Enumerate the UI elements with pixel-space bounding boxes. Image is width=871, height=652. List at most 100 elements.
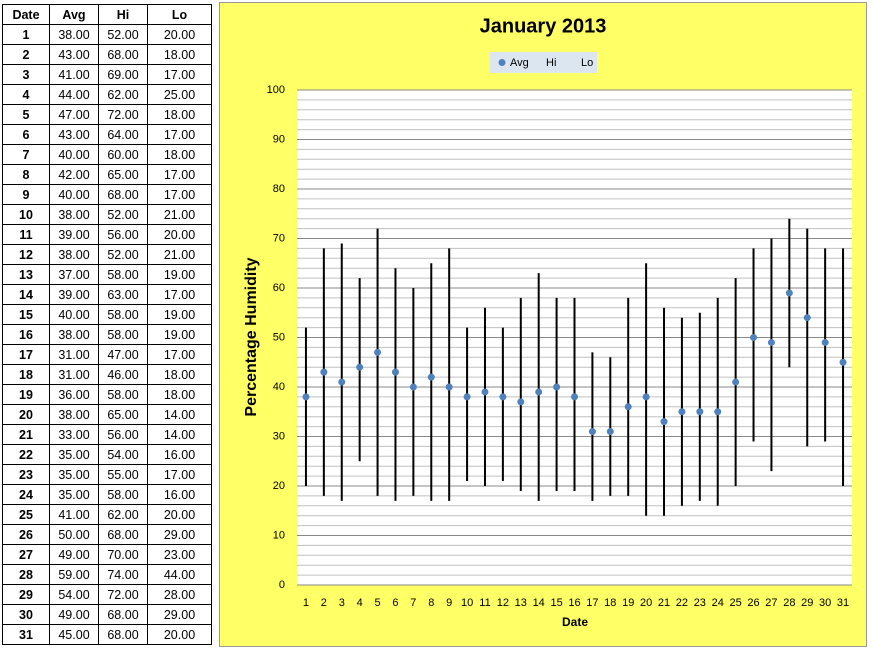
table-cell: 11 (2, 224, 50, 245)
table-cell: 19.00 (147, 324, 212, 345)
table-cell: 52.00 (98, 204, 148, 225)
table-cell: 19.00 (147, 264, 212, 285)
x-tick-label: 23 (694, 597, 706, 609)
avg-point (821, 338, 829, 346)
avg-point (481, 388, 489, 396)
x-tick-label: 22 (676, 597, 688, 609)
table-cell: 18.00 (147, 384, 212, 405)
avg-point (571, 393, 578, 401)
x-tick-label: 27 (765, 597, 777, 609)
x-tick-label: 3 (339, 597, 345, 609)
table-row: 12 38.00 52.00 21.00 (2, 244, 212, 265)
y-tick-label: 90 (273, 133, 285, 145)
x-tick-label: 24 (712, 597, 724, 609)
table-cell: 56.00 (98, 224, 148, 245)
avg-point (732, 378, 740, 386)
table-cell: 29.00 (147, 604, 212, 625)
chart-title: January 2013 (480, 15, 607, 37)
table-cell: 37.00 (49, 264, 99, 285)
table-cell: 18.00 (147, 144, 212, 165)
table-row: 21 33.00 56.00 14.00 (2, 424, 212, 445)
table-cell: 68.00 (98, 624, 148, 645)
table-row: 23 35.00 55.00 17.00 (2, 464, 212, 485)
table-row: 30 49.00 68.00 29.00 (2, 604, 212, 625)
avg-point (588, 428, 596, 436)
x-axis-label: Date (562, 615, 588, 629)
table-cell: 62.00 (98, 84, 148, 105)
table-cell: 33.00 (49, 424, 99, 445)
x-tick-label: 25 (730, 597, 742, 609)
table-cell: 42.00 (49, 164, 99, 185)
table-row: 17 31.00 47.00 17.00 (2, 344, 212, 365)
avg-point (553, 383, 561, 391)
legend (490, 52, 597, 73)
avg-point (696, 408, 704, 416)
table-cell: 41.00 (49, 504, 99, 525)
x-tick-label: 4 (357, 597, 363, 609)
legend-marker (498, 59, 506, 66)
table-row: 22 35.00 54.00 16.00 (2, 444, 212, 465)
table-cell: 63.00 (98, 284, 148, 305)
table-cell: 39.00 (49, 284, 99, 305)
table-cell: 64.00 (98, 124, 148, 145)
legend-label: Lo (581, 57, 593, 69)
table-row: 3 41.00 69.00 17.00 (2, 64, 212, 85)
x-tick-label: 7 (410, 597, 416, 609)
y-tick-label: 70 (273, 232, 285, 244)
x-tick-label: 14 (533, 597, 545, 609)
table-cell: 49.00 (49, 544, 99, 565)
table-cell: 21.00 (147, 244, 212, 265)
y-tick-label: 80 (273, 183, 285, 195)
x-tick-label: 17 (586, 597, 598, 609)
table-cell: 29 (2, 584, 50, 605)
y-tick-label: 10 (273, 529, 285, 541)
avg-point (445, 383, 453, 391)
table-cell: 43.00 (49, 44, 99, 65)
table-row: 11 39.00 56.00 20.00 (2, 224, 212, 245)
x-tick-label: 21 (658, 597, 670, 609)
avg-point (499, 393, 507, 401)
x-tick-label: 28 (783, 597, 795, 609)
legend-label: Avg (510, 57, 529, 69)
table-cell: 45.00 (49, 624, 99, 645)
x-tick-label: 19 (622, 597, 634, 609)
y-tick-label: 30 (273, 430, 285, 442)
avg-point (714, 408, 722, 416)
table-cell: 52.00 (98, 24, 148, 45)
table-cell: 68.00 (98, 184, 148, 205)
x-tick-label: 10 (461, 597, 473, 609)
table-cell: 58.00 (98, 304, 148, 325)
y-tick-label: 50 (273, 331, 285, 343)
x-tick-label: 15 (550, 597, 562, 609)
x-tick-label: 2 (321, 597, 327, 609)
avg-point (660, 418, 668, 426)
x-tick-label: 5 (375, 597, 381, 609)
x-tick-label: 31 (837, 597, 849, 609)
data-table: Date Avg Hi Lo 1 38.00 52.00 20.00 2 43.00 68.00 18… (2, 4, 212, 645)
table-cell: 41.00 (49, 64, 99, 85)
avg-point (767, 338, 775, 346)
avg-point (606, 428, 614, 436)
avg-point (785, 289, 793, 297)
avg-point (391, 368, 399, 376)
avg-point (517, 398, 525, 406)
table-cell: 72.00 (98, 104, 148, 125)
y-axis-label: Percentage Humidity (243, 257, 260, 416)
y-tick-label: 20 (273, 480, 285, 492)
avg-point (678, 408, 686, 416)
table-row: 31 45.00 68.00 20.00 (2, 624, 212, 645)
x-tick-label: 16 (568, 597, 580, 609)
x-tick-label: 8 (428, 597, 434, 609)
table-cell: 65.00 (98, 404, 148, 425)
x-tick-label: 13 (515, 597, 527, 609)
legend-label: Hi (546, 57, 556, 69)
table-row: 10 38.00 52.00 21.00 (2, 204, 212, 225)
y-tick-label: 60 (273, 282, 285, 294)
table-cell: 20.00 (147, 624, 212, 645)
table-row: 25 41.00 62.00 20.00 (2, 504, 212, 525)
x-tick-label: 1 (303, 597, 309, 609)
avg-point (803, 314, 811, 322)
table-cell: 38.00 (49, 244, 99, 265)
avg-point (642, 393, 650, 401)
